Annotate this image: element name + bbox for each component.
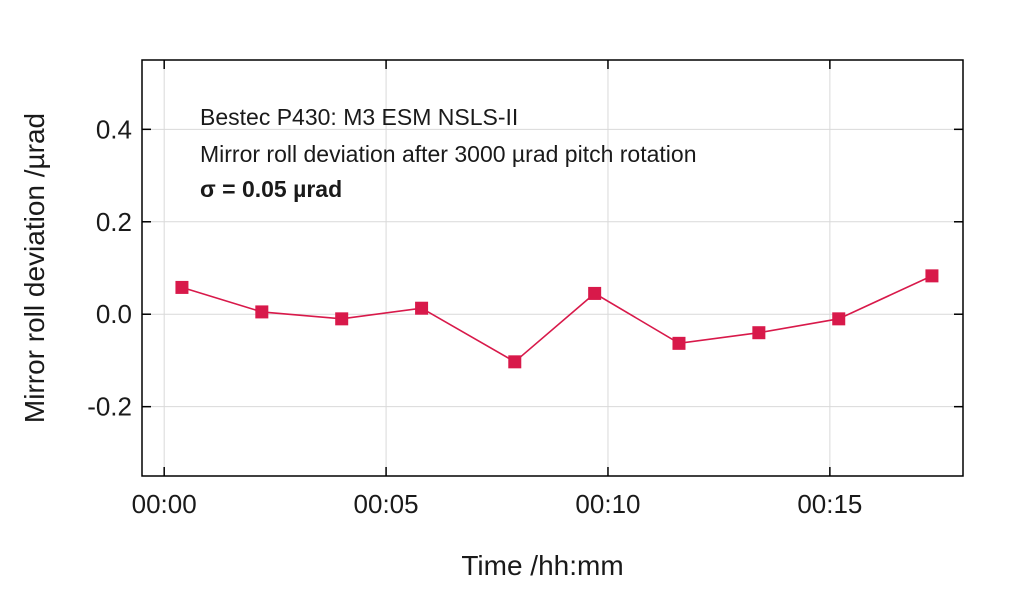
series-line bbox=[175, 269, 939, 369]
y-tick-label: 0.4 bbox=[96, 114, 132, 144]
axis-ticks bbox=[142, 60, 963, 476]
x-tick-label: 00:10 bbox=[575, 489, 640, 519]
series-path bbox=[181, 275, 933, 363]
data-point bbox=[752, 326, 766, 340]
data-point bbox=[672, 336, 686, 350]
x-tick-label: 00:00 bbox=[132, 489, 197, 519]
x-axis-label: Time /hh:mm bbox=[461, 550, 623, 581]
data-point bbox=[588, 286, 602, 300]
data-point bbox=[508, 355, 522, 369]
y-tick-labels: 0.4 0.2 0.0 -0.2 bbox=[87, 114, 132, 421]
annotation-description: Mirror roll deviation after 3000 µrad pi… bbox=[200, 141, 697, 167]
y-axis-label: Mirror roll deviation /µrad bbox=[19, 113, 50, 423]
plot-frame bbox=[141, 59, 964, 477]
data-point bbox=[415, 301, 429, 315]
data-point bbox=[925, 269, 939, 283]
x-tick-label: 00:05 bbox=[354, 489, 419, 519]
data-point bbox=[175, 280, 189, 294]
x-tick-label: 00:15 bbox=[797, 489, 862, 519]
grid-lines bbox=[142, 60, 963, 476]
x-tick-labels: 00:00 00:05 00:10 00:15 bbox=[132, 489, 863, 519]
annotation-title: Bestec P430: M3 ESM NSLS-II bbox=[200, 104, 518, 130]
data-point bbox=[255, 305, 269, 319]
y-tick-label: -0.2 bbox=[87, 392, 132, 422]
data-point bbox=[832, 312, 846, 326]
annotation-sigma: σ = 0.05 µrad bbox=[200, 176, 342, 202]
y-tick-label: 0.0 bbox=[96, 299, 132, 329]
y-tick-label: 0.2 bbox=[96, 207, 132, 237]
annotation-block: Bestec P430: M3 ESM NSLS-II Mirror roll … bbox=[200, 104, 697, 202]
data-point bbox=[335, 312, 349, 326]
